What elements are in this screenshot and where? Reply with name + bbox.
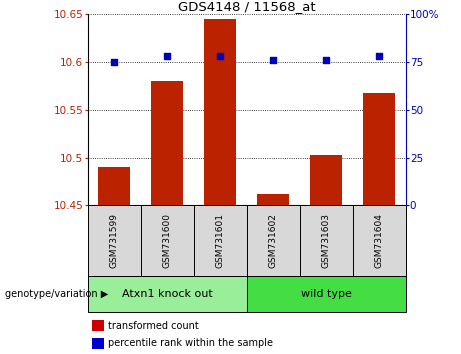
Point — [163, 53, 171, 59]
Text: percentile rank within the sample: percentile rank within the sample — [108, 338, 273, 348]
Text: Atxn1 knock out: Atxn1 knock out — [122, 289, 213, 299]
Bar — [257, 194, 289, 205]
Text: GSM731600: GSM731600 — [163, 213, 171, 268]
Text: GSM731601: GSM731601 — [216, 213, 225, 268]
Title: GDS4148 / 11568_at: GDS4148 / 11568_at — [178, 0, 315, 13]
Point — [216, 53, 224, 59]
Text: genotype/variation ▶: genotype/variation ▶ — [5, 289, 108, 299]
Bar — [310, 155, 342, 205]
Text: GSM731603: GSM731603 — [322, 213, 331, 268]
Bar — [363, 93, 395, 205]
Bar — [98, 167, 130, 205]
Point — [269, 57, 277, 63]
Point — [375, 53, 383, 59]
Text: transformed count: transformed count — [108, 321, 199, 331]
Text: wild type: wild type — [301, 289, 352, 299]
Point — [322, 57, 330, 63]
Bar — [151, 81, 183, 205]
Point — [110, 59, 118, 65]
Text: GSM731604: GSM731604 — [375, 213, 384, 268]
Bar — [204, 19, 236, 205]
Text: GSM731602: GSM731602 — [269, 213, 278, 268]
Text: GSM731599: GSM731599 — [110, 213, 118, 268]
